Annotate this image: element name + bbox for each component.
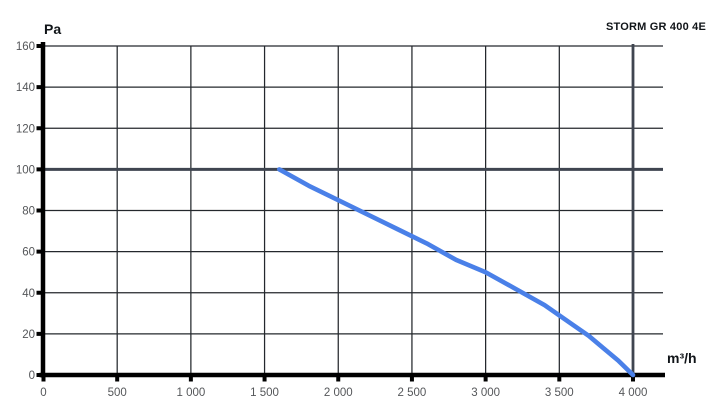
x-tick-label: 4 000 xyxy=(619,387,648,399)
x-tick-label: 0 xyxy=(40,387,46,399)
y-axis-unit-label: Pa xyxy=(44,21,62,37)
x-tick-label: 3 000 xyxy=(471,387,500,399)
y-tick-label: 80 xyxy=(22,206,35,218)
performance-curve xyxy=(277,167,636,378)
x-tick-label: 1 500 xyxy=(250,387,279,399)
y-tick-label: 160 xyxy=(16,41,35,53)
y-tick-label: 20 xyxy=(22,329,35,341)
y-tick-label: 100 xyxy=(16,164,35,176)
x-tick-label: 2 500 xyxy=(398,387,427,399)
y-tick-label: 120 xyxy=(16,123,35,135)
y-tick-label: 40 xyxy=(22,288,35,300)
y-tick-label: 60 xyxy=(22,247,35,259)
x-tick-label: 2 000 xyxy=(324,387,353,399)
x-axis-unit-label: m³/h xyxy=(667,350,697,366)
x-tick-label: 1 000 xyxy=(176,387,205,399)
y-tick-label: 140 xyxy=(16,82,35,94)
y-tick-label: 0 xyxy=(29,370,35,382)
chart-title: STORM GR 400 4E xyxy=(606,21,706,33)
x-tick-label: 3 500 xyxy=(545,387,574,399)
x-tick-label: 500 xyxy=(108,387,127,399)
